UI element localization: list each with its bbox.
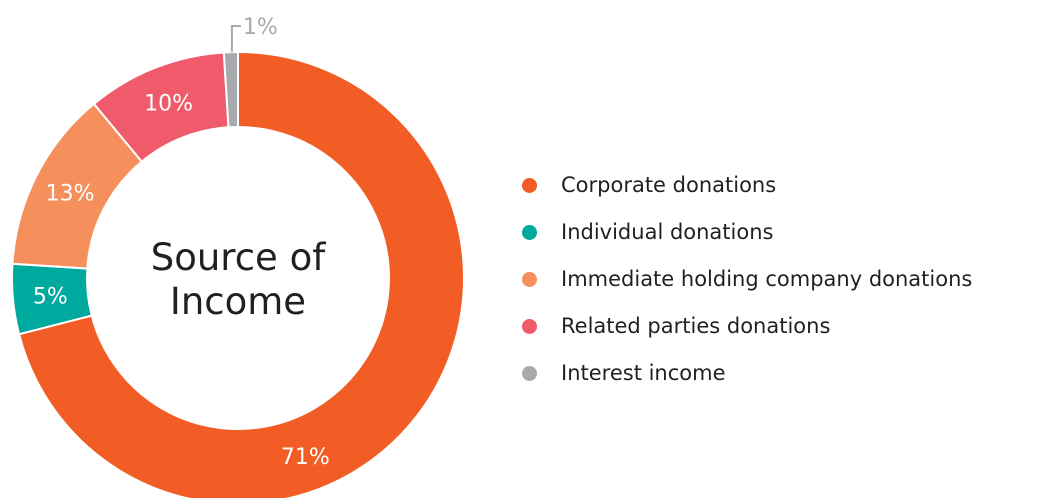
slice-label-immediate-holding-company-donations: 13% xyxy=(46,181,95,206)
legend-label-individual-donations: Individual donations xyxy=(561,220,774,244)
donut-slices xyxy=(11,50,465,498)
legend-marker-interest-income xyxy=(522,365,537,381)
chart-title-line-2: Income xyxy=(169,280,307,323)
slice-labels: 71% 5% 13% 10% 1% xyxy=(33,15,330,470)
legend-marker-corporate-donations xyxy=(522,177,537,193)
chart-title-line-1: Source of xyxy=(150,236,326,279)
legend-label-related-parties-donations: Related parties donations xyxy=(561,314,831,338)
slice-label-corporate-donations: 71% xyxy=(281,445,330,470)
slice-label-related-parties-donations: 10% xyxy=(144,92,193,117)
legend-label-interest-income: Interest income xyxy=(561,361,726,385)
chart-title: Source of Income xyxy=(113,236,363,324)
slice-label-individual-donations: 5% xyxy=(33,285,68,310)
slice-label-interest-income: 1% xyxy=(243,15,278,40)
slice-interest-income xyxy=(222,50,239,129)
legend-marker-immediate-holding-company-donations xyxy=(522,271,537,287)
legend-item-individual-donations: Individual donations xyxy=(522,217,972,247)
legend-item-interest-income: Interest income xyxy=(522,358,972,388)
legend-item-immediate-holding-company-donations: Immediate holding company donations xyxy=(522,264,972,294)
legend-label-corporate-donations: Corporate donations xyxy=(561,173,777,197)
legend-marker-related-parties-donations xyxy=(522,318,537,334)
legend-label-immediate-holding-company-donations: Immediate holding company donations xyxy=(561,267,973,291)
legend: Corporate donations Individual donations… xyxy=(522,170,972,405)
legend-marker-individual-donations xyxy=(522,224,537,240)
leader-line-interest-income xyxy=(230,25,241,53)
legend-item-related-parties-donations: Related parties donations xyxy=(522,311,972,341)
slice-corporate-donations xyxy=(17,50,465,498)
legend-item-corporate-donations: Corporate donations xyxy=(522,170,972,200)
